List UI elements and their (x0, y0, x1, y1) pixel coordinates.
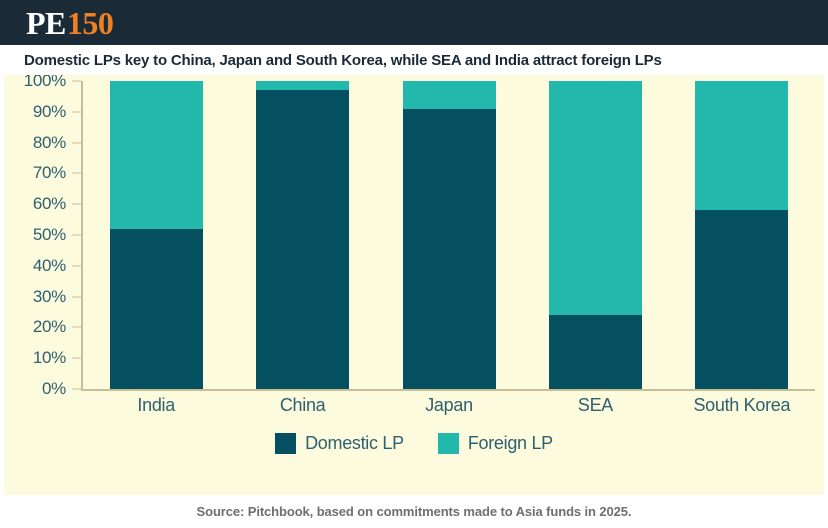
chart-panel: 100% 90% 80% 70% 60% 50% 40% 30% 20% 10% 0% India C… (4, 75, 824, 495)
y-axis-tick-label: 40% (32, 255, 66, 275)
y-axis-tick-label: 50% (32, 225, 66, 244)
bar-stack[interactable] (402, 81, 496, 389)
legend-label: Foreign LP (467, 433, 553, 453)
logo-text-pe: PE (26, 4, 66, 41)
bar-slot (376, 81, 522, 389)
y-axis-tick-mark (72, 357, 81, 359)
y-axis-tick-mark (72, 296, 81, 298)
source-footer: Source: Pitchbook, based on commitments … (0, 495, 828, 528)
bar-slot (229, 81, 375, 389)
bar-slot (83, 81, 229, 389)
y-axis-tick-label: 10% (32, 348, 66, 368)
y-axis-tick-mark (72, 111, 81, 113)
bar-segment-foreign[interactable] (109, 81, 203, 229)
y-axis-tick-label: 0% (42, 379, 66, 398)
y-axis-tick-mark (72, 142, 81, 144)
y-axis-tick-mark (72, 388, 81, 390)
bar-group (83, 81, 815, 389)
x-axis-category-label: China (279, 395, 326, 415)
y-axis-tick-label: 60% (32, 194, 66, 214)
bar-segment-foreign[interactable] (695, 81, 789, 211)
y-axis-tick-label: 100% (23, 75, 67, 90)
legend-item[interactable]: Domestic LP (275, 433, 404, 454)
bar-segment-domestic[interactable] (548, 315, 642, 389)
bar-slot (669, 81, 815, 389)
bar-segment-foreign[interactable] (256, 81, 350, 91)
y-axis-tick-label: 70% (32, 163, 66, 183)
y-axis-tick-label: 90% (32, 101, 66, 121)
title-bar: Domestic LPs key to China, Japan and Sou… (0, 45, 828, 75)
bar-segment-domestic[interactable] (109, 228, 203, 389)
y-axis-tick-mark (72, 172, 81, 174)
y-axis-tick-label: 30% (32, 286, 66, 306)
pe150-logo: PE 150 (26, 4, 114, 41)
y-axis-tick-label: 80% (32, 132, 66, 152)
y-axis-tick-mark (72, 265, 81, 267)
chart-title: Domestic LPs key to China, Japan and Sou… (24, 51, 662, 69)
y-axis-tick-mark (72, 203, 81, 205)
source-text: Source: Pitchbook, based on commitments … (196, 504, 632, 519)
y-axis-tick-label: 20% (32, 317, 66, 337)
x-axis-labels: India China Japan SEA South Korea (83, 395, 815, 416)
bar-segment-foreign[interactable] (548, 81, 642, 316)
y-axis: 100% 90% 80% 70% 60% 50% 40% 30% 20% 10% 0% (4, 75, 81, 398)
bar-segment-domestic[interactable] (402, 108, 496, 389)
legend-swatch (275, 433, 297, 454)
bar-stack[interactable] (695, 81, 789, 389)
x-axis-category-label: Japan (425, 395, 473, 415)
x-axis-category-label: India (137, 395, 175, 415)
brand-header: PE 150 (0, 0, 828, 45)
plot-area: 100% 90% 80% 70% 60% 50% 40% 30% 20% 10% 0% India C… (4, 75, 824, 475)
bar-segment-foreign[interactable] (402, 81, 496, 109)
bar-segment-domestic[interactable] (256, 90, 350, 389)
y-axis-line (81, 81, 83, 390)
legend-swatch (437, 433, 459, 454)
legend-item[interactable]: Foreign LP (437, 433, 553, 454)
y-axis-tick-mark (72, 234, 81, 236)
logo-text-150: 150 (66, 4, 114, 41)
legend-label: Domestic LP (305, 433, 404, 453)
x-axis-line (81, 389, 815, 391)
y-axis-tick-mark (72, 326, 81, 328)
chart-legend: Domestic LP Foreign LP (4, 433, 824, 454)
bar-stack[interactable] (256, 81, 350, 389)
x-axis-category-label: SEA (577, 395, 613, 415)
bar-segment-domestic[interactable] (695, 210, 789, 389)
bar-stack[interactable] (109, 81, 203, 389)
bar-stack[interactable] (548, 81, 642, 389)
x-axis-category-label: South Korea (693, 395, 791, 415)
bar-slot (522, 81, 668, 389)
y-axis-tick-mark (72, 80, 81, 82)
